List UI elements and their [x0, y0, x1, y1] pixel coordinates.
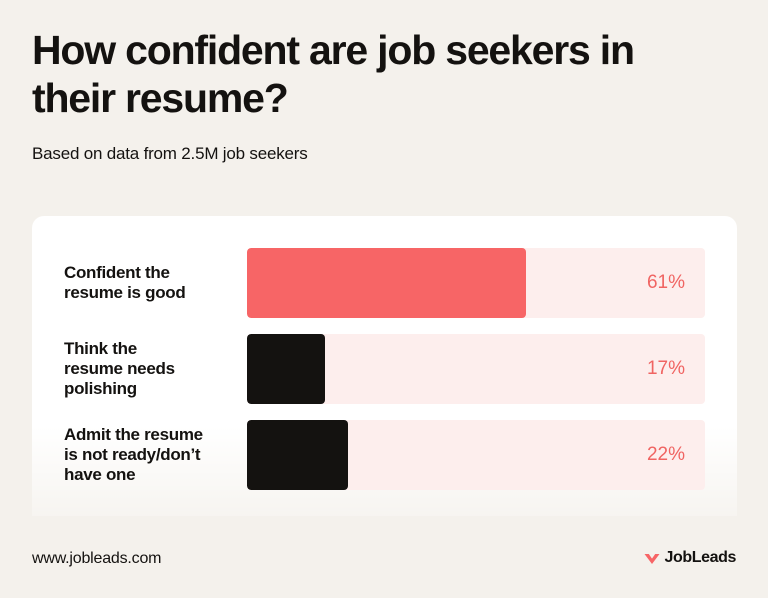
bar-track: 17%: [247, 334, 705, 404]
footer-url: www.jobleads.com: [32, 550, 162, 567]
bar: [247, 248, 527, 318]
bar-row: Think the resume needs polishing 17%: [32, 334, 737, 404]
bar: [247, 334, 325, 404]
bar-row: Confident the resume is good 61%: [32, 248, 737, 318]
chart-card: Confident the resume is good 61% Think t…: [32, 216, 737, 516]
bar-row: Admit the resume is not ready/don’t have…: [32, 420, 737, 490]
bar-value-label: 61%: [646, 272, 685, 293]
bar-category-label: Think the resume needs polishing: [64, 339, 175, 398]
chart-subtitle: Based on data from 2.5M job seekers: [32, 144, 308, 163]
bar-track: 22%: [247, 420, 705, 490]
chart-title: How confident are job seekers in their r…: [32, 27, 635, 121]
bar-value-label: 17%: [646, 358, 685, 379]
jobleads-logo-icon: [644, 554, 659, 564]
bar: [247, 420, 348, 490]
bar-category-label: Confident the resume is good: [64, 263, 186, 302]
brand-logo: JobLeads: [644, 549, 737, 567]
brand-name: JobLeads: [664, 549, 737, 566]
bar-category-label: Admit the resume is not ready/don’t have…: [64, 425, 203, 484]
bar-value-label: 22%: [646, 444, 685, 465]
bar-track: 61%: [247, 248, 705, 318]
